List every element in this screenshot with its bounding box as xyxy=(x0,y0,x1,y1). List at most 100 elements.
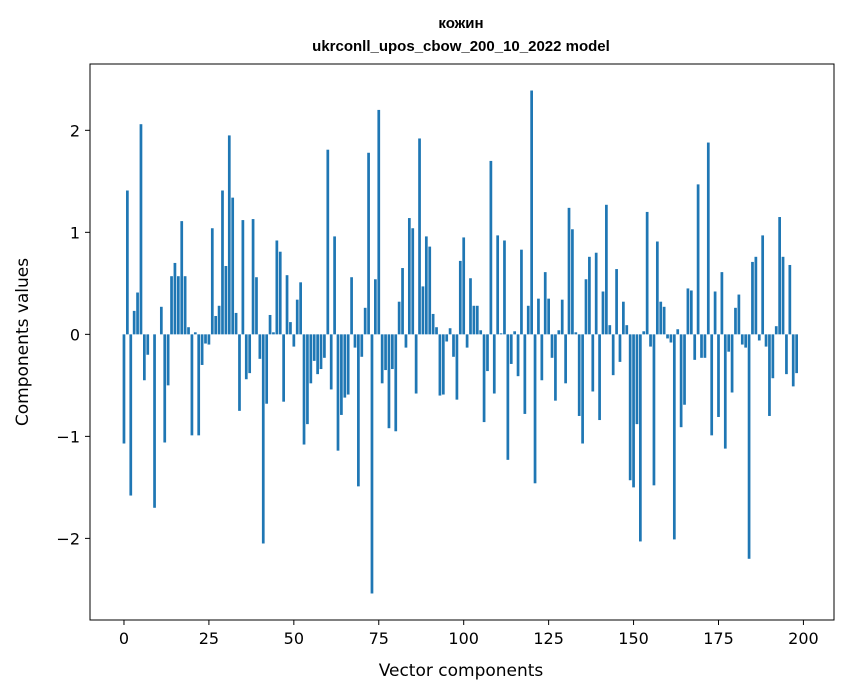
x-tick-label: 150 xyxy=(618,629,649,648)
bar xyxy=(261,334,265,544)
bar xyxy=(397,301,401,335)
bar xyxy=(720,272,724,335)
bar xyxy=(363,307,367,335)
bar xyxy=(547,298,550,335)
x-tick-label: 50 xyxy=(284,629,304,648)
bar xyxy=(458,260,462,335)
bar xyxy=(244,334,248,380)
bar xyxy=(475,305,479,335)
x-tick-label: 175 xyxy=(703,629,734,648)
bar xyxy=(268,314,272,335)
bar xyxy=(231,197,235,335)
bar xyxy=(492,334,496,394)
bar xyxy=(747,334,751,559)
x-tick-label: 0 xyxy=(119,629,129,648)
bar xyxy=(639,334,642,542)
bar xyxy=(129,334,133,496)
bar xyxy=(598,334,601,421)
bar xyxy=(713,291,717,335)
bar xyxy=(248,334,252,374)
bar xyxy=(795,334,798,374)
bar xyxy=(791,334,795,387)
bar xyxy=(136,292,139,335)
bar xyxy=(132,310,136,335)
bar xyxy=(183,276,187,335)
bar xyxy=(217,305,221,335)
bar xyxy=(143,334,146,381)
bar xyxy=(774,326,778,335)
bar xyxy=(329,334,333,390)
bar xyxy=(350,277,353,335)
bar xyxy=(635,334,639,425)
bar xyxy=(418,138,421,335)
bar xyxy=(679,334,683,428)
bar xyxy=(407,218,411,335)
bar xyxy=(401,268,404,335)
bar xyxy=(734,307,737,335)
bar xyxy=(499,333,503,335)
bar xyxy=(564,334,567,384)
bar xyxy=(659,301,663,335)
bar xyxy=(391,334,394,370)
bar xyxy=(241,220,245,335)
bar xyxy=(530,90,533,335)
bar xyxy=(238,334,241,411)
bar xyxy=(214,315,218,335)
bar xyxy=(340,334,343,415)
bar xyxy=(441,334,445,395)
bar xyxy=(543,272,547,335)
y-axis-ticks: −2 −1 0 1 2 xyxy=(56,121,90,548)
bar xyxy=(778,217,781,335)
bar xyxy=(346,334,350,395)
bar xyxy=(727,334,731,352)
x-tick-label: 25 xyxy=(199,629,219,648)
bar xyxy=(384,334,387,371)
x-axis-label: Vector components xyxy=(379,661,544,681)
bar xyxy=(414,334,418,394)
bar xyxy=(197,334,201,436)
bar xyxy=(479,330,483,335)
bar xyxy=(353,334,357,348)
bar xyxy=(489,160,493,335)
bar xyxy=(445,334,449,342)
bar xyxy=(683,334,686,405)
bar xyxy=(652,334,656,486)
bar xyxy=(404,334,408,348)
bar xyxy=(686,288,690,335)
y-tick-label: −2 xyxy=(56,529,80,548)
x-tick-label: 100 xyxy=(448,629,479,648)
bar xyxy=(306,334,309,425)
chart-subtitle: ukrconll_upos_cbow_200_10_2022 model xyxy=(312,38,610,55)
bar xyxy=(163,334,167,443)
y-tick-label: 0 xyxy=(70,325,80,344)
bar xyxy=(204,334,207,344)
bar xyxy=(180,221,184,335)
bar xyxy=(496,235,500,335)
bar xyxy=(193,332,197,335)
bar xyxy=(367,152,370,335)
bar xyxy=(452,334,455,357)
bar xyxy=(703,334,707,358)
bar xyxy=(700,334,703,358)
y-tick-label: 1 xyxy=(70,223,80,242)
bar xyxy=(316,334,319,375)
bar xyxy=(744,334,748,348)
bar xyxy=(625,325,629,335)
bar xyxy=(122,334,126,444)
bar xyxy=(608,325,612,335)
bar xyxy=(706,142,710,335)
bar xyxy=(730,334,734,393)
bar xyxy=(591,334,595,392)
x-axis-ticks: 0 25 50 75 100 125 150 175 200 xyxy=(119,620,819,648)
bar xyxy=(581,334,584,444)
bar xyxy=(655,241,659,335)
bar xyxy=(588,256,591,335)
bar xyxy=(628,334,632,481)
y-tick-label: −1 xyxy=(56,427,80,446)
plot-frame xyxy=(89,63,835,621)
bar xyxy=(455,334,459,400)
bar xyxy=(360,334,364,357)
